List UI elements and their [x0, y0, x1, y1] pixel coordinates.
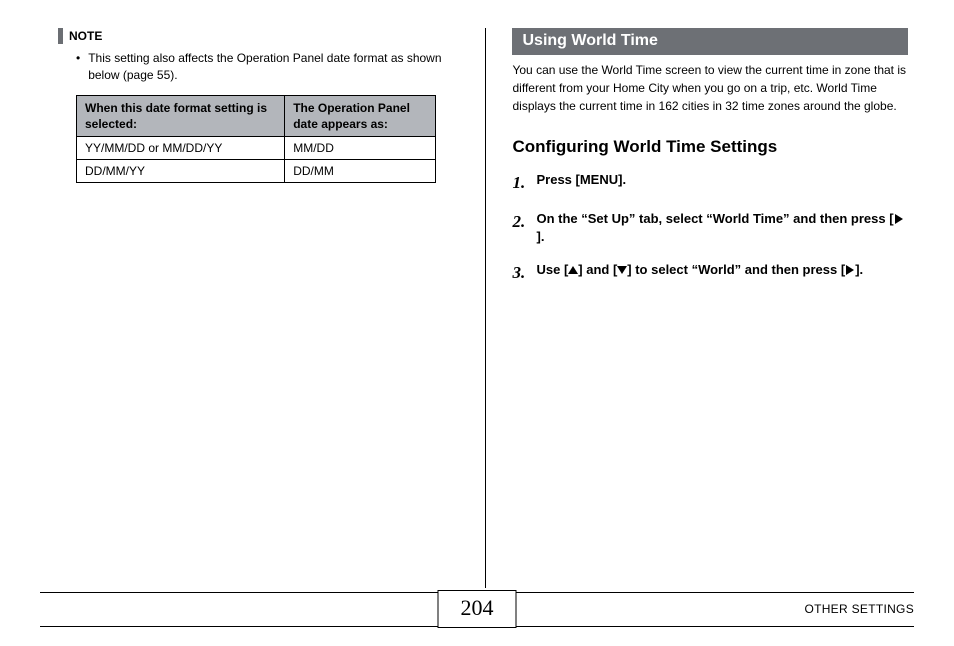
step-item: 1. Press [MENU].: [512, 171, 908, 196]
note-heading: NOTE: [58, 28, 467, 44]
step-text: Use [ ] and [ ] to select “World” and then…: [536, 261, 908, 280]
table-cell: MM/DD: [285, 137, 436, 160]
page-number: 204: [461, 595, 494, 620]
step-text: On the “Set Up” tab, select “World Time”…: [536, 210, 908, 248]
right-column: Using World Time You can use the World T…: [486, 28, 914, 588]
step-text-fragment: Use [: [536, 262, 568, 277]
step-item: 3. Use [ ] and [ ] to select “World” and t…: [512, 261, 908, 286]
step-text-fragment: ].: [855, 262, 863, 277]
section-title-bar: Using World Time: [512, 28, 908, 55]
step-text-fragment: ].: [536, 229, 544, 244]
table-cell: YY/MM/DD or MM/DD/YY: [77, 137, 285, 160]
note-text: This setting also affects the Operation …: [88, 50, 467, 85]
step-text: Press [MENU].: [536, 171, 908, 190]
up-triangle-icon: [568, 265, 578, 275]
left-column: NOTE • This setting also affects the Ope…: [58, 28, 485, 588]
step-number: 3.: [512, 261, 536, 286]
right-triangle-icon: [845, 265, 855, 275]
down-triangle-icon: [617, 265, 627, 275]
step-number: 2.: [512, 210, 536, 235]
step-text-fragment: ] and [: [578, 262, 617, 277]
note-bullet-item: • This setting also affects the Operatio…: [58, 50, 467, 85]
section-intro-text: You can use the World Time screen to vie…: [512, 61, 908, 115]
table-cell: DD/MM: [285, 160, 436, 183]
subsection-heading: Configuring World Time Settings: [512, 137, 908, 157]
page-number-box: 204: [438, 590, 517, 628]
table-row: DD/MM/YY DD/MM: [77, 160, 436, 183]
table-header-row: When this date format setting is selecte…: [77, 95, 436, 136]
date-format-table: When this date format setting is selecte…: [76, 95, 436, 183]
note-bar-icon: [58, 28, 63, 44]
step-number: 1.: [512, 171, 536, 196]
step-item: 2. On the “Set Up” tab, select “World Ti…: [512, 210, 908, 248]
table-cell: DD/MM/YY: [77, 160, 285, 183]
manual-page: NOTE • This setting also affects the Ope…: [0, 0, 954, 646]
page-footer: 204 OTHER SETTINGS: [40, 592, 914, 632]
bullet-icon: •: [76, 50, 80, 85]
two-column-layout: NOTE • This setting also affects the Ope…: [58, 28, 914, 588]
step-text-fragment: On the “Set Up” tab, select “World Time”…: [536, 211, 893, 226]
table-header-col2: The Operation Panel date appears as:: [285, 95, 436, 136]
table-row: YY/MM/DD or MM/DD/YY MM/DD: [77, 137, 436, 160]
footer-section-label: OTHER SETTINGS: [804, 602, 914, 616]
table-header-col1: When this date format setting is selecte…: [77, 95, 285, 136]
note-label: NOTE: [69, 29, 102, 43]
right-triangle-icon: [894, 214, 904, 224]
step-text-fragment: ] to select “World” and then press [: [627, 262, 845, 277]
